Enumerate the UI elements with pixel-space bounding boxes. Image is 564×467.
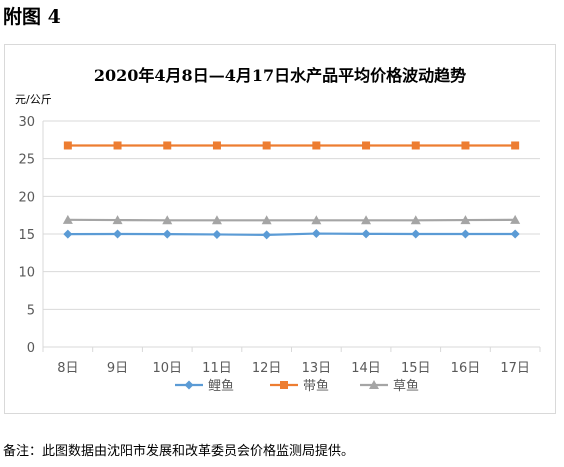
y-tick-label: 10 <box>18 266 35 281</box>
data-point <box>361 215 372 225</box>
data-point <box>312 141 321 150</box>
x-tick-label: 16日 <box>451 361 481 376</box>
legend-label: 草鱼 <box>393 378 419 394</box>
y-axis-unit-label: 元/公斤 <box>15 93 52 106</box>
series-line <box>67 232 516 237</box>
data-point <box>162 229 172 239</box>
x-tick-label: 12日 <box>252 361 282 376</box>
legend-label: 带鱼 <box>303 378 329 394</box>
data-point <box>212 229 222 239</box>
x-tick-label: 11日 <box>202 361 232 376</box>
data-point <box>212 141 221 150</box>
line-chart: 2020年4月8日—4月17日水产品平均价格波动趋势 元/公斤 0 5 10 15 20… <box>15 66 541 394</box>
data-point <box>511 141 520 150</box>
data-point <box>262 141 271 150</box>
data-point <box>361 229 371 239</box>
y-tick-label: 20 <box>18 190 35 205</box>
legend-swatch-marker <box>280 381 288 389</box>
legend-label: 鲤鱼 <box>208 378 234 394</box>
chart-frame: 2020年4月8日—4月17日水产品平均价格波动趋势 元/公斤 0 5 10 15 20… <box>4 44 556 414</box>
data-point <box>461 141 470 150</box>
x-tick-label: 14日 <box>351 361 381 376</box>
legend-swatch-marker <box>369 380 379 389</box>
y-axis-ticks: 0 5 10 15 20 25 30 <box>18 115 35 356</box>
x-tick-label: 8日 <box>57 361 78 376</box>
data-point <box>62 214 73 224</box>
data-point <box>112 215 123 225</box>
y-tick-label: 30 <box>18 115 35 130</box>
chart-title: 2020年4月8日—4月17日水产品平均价格波动趋势 <box>94 66 466 85</box>
data-point <box>362 141 371 150</box>
data-point <box>510 229 520 239</box>
legend-item: 鲤鱼 <box>175 378 234 394</box>
y-tick-label: 0 <box>27 341 35 356</box>
data-point <box>261 215 272 225</box>
data-point <box>410 215 421 225</box>
x-tick-label: 10日 <box>152 361 182 376</box>
legend-item: 草鱼 <box>360 378 419 394</box>
data-point <box>113 141 122 150</box>
y-tick-label: 25 <box>18 153 35 168</box>
data-point <box>63 229 73 239</box>
series-0 <box>63 229 520 240</box>
x-tick-label: 13日 <box>302 361 332 376</box>
x-axis-ticks: 8日 9日 10日 11日 12日 13日 14日 15日 16日 17日 <box>42 347 541 376</box>
data-point <box>311 215 322 225</box>
footnote: 备注：此图数据由沈阳市发展和改革委员会价格监测局提供。 <box>3 444 355 459</box>
figure-label: 附图 4 <box>3 6 61 28</box>
data-point <box>460 229 470 239</box>
y-tick-label: 5 <box>27 303 35 318</box>
legend-swatch-marker <box>184 380 194 390</box>
x-tick-label: 9日 <box>107 361 128 376</box>
data-point <box>163 141 172 150</box>
data-point <box>411 141 420 150</box>
series-layer <box>62 141 521 240</box>
y-tick-label: 15 <box>18 228 35 243</box>
data-point <box>113 229 123 239</box>
data-point <box>63 141 72 150</box>
x-tick-label: 17日 <box>500 361 530 376</box>
data-point <box>311 229 321 239</box>
legend-item: 带鱼 <box>270 378 329 394</box>
data-point <box>211 215 222 225</box>
legend: 鲤鱼 带鱼 草鱼 <box>175 378 419 394</box>
x-tick-label: 15日 <box>401 361 431 376</box>
data-point <box>510 214 521 224</box>
series-1 <box>63 141 520 150</box>
data-point <box>262 230 272 240</box>
data-point <box>411 229 421 239</box>
series-2 <box>62 214 521 225</box>
data-point <box>460 215 471 225</box>
data-point <box>162 215 173 225</box>
